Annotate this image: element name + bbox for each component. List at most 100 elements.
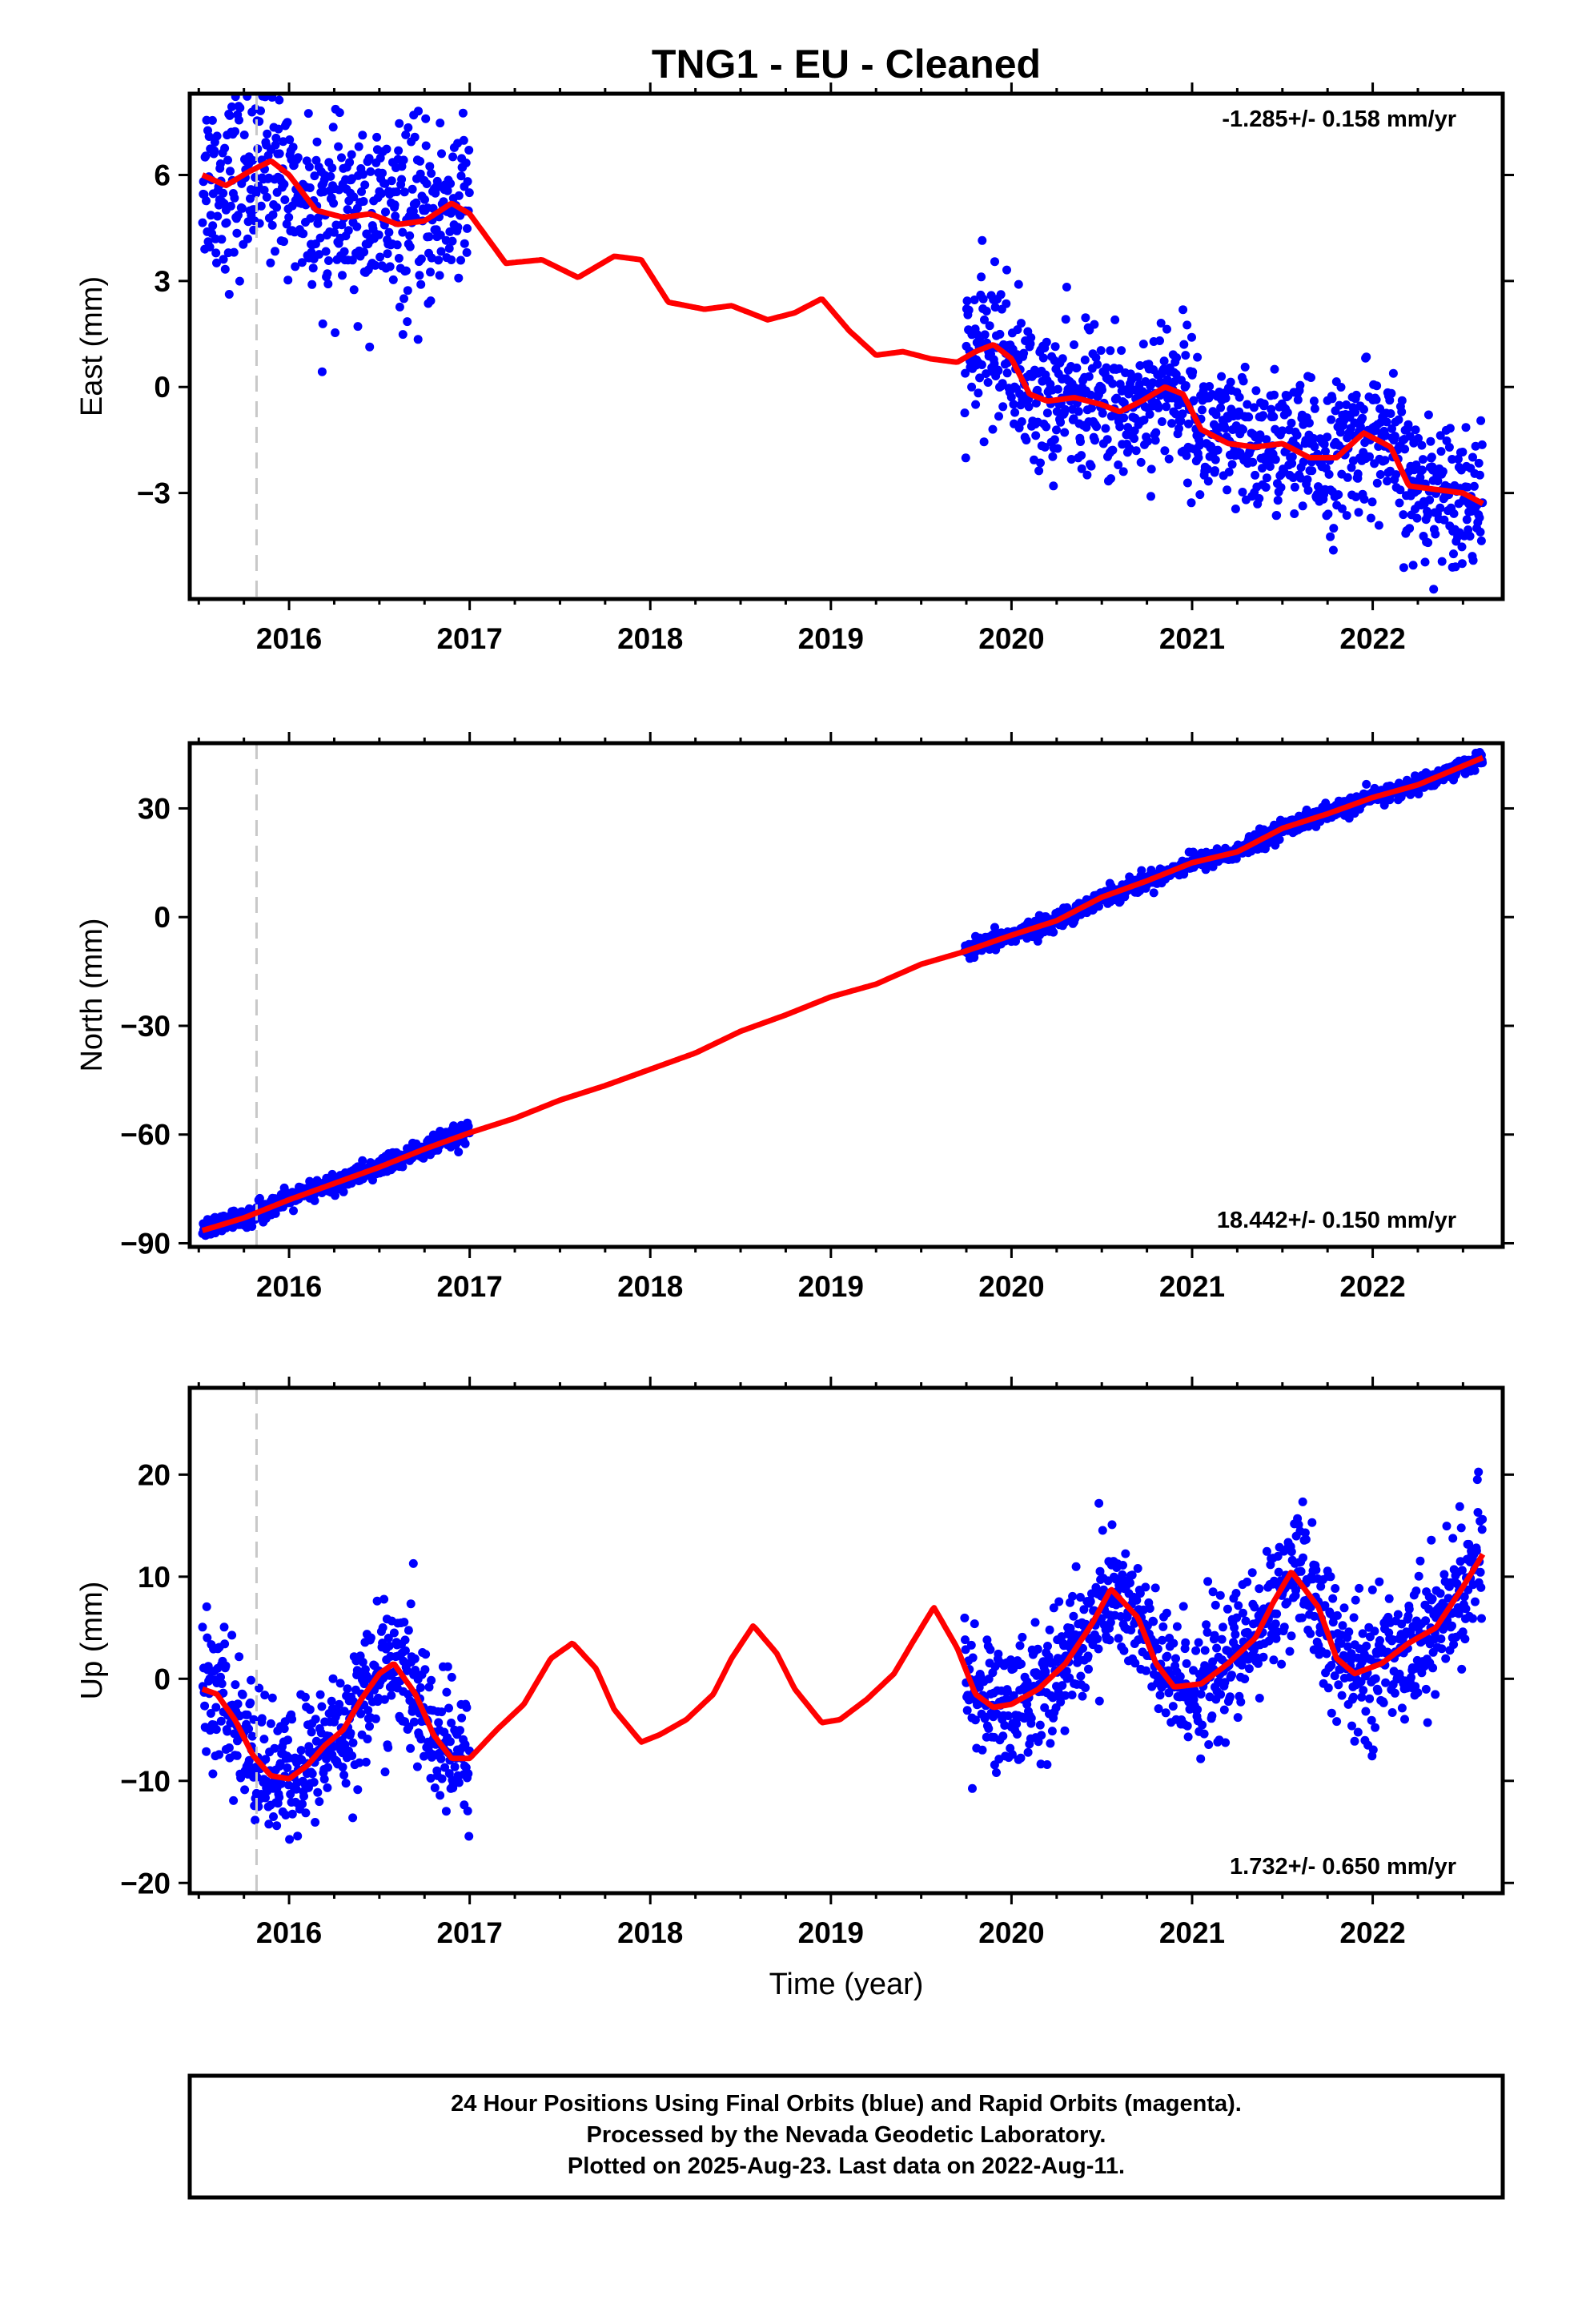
- observation-point: [327, 163, 337, 173]
- observation-point: [1270, 390, 1279, 400]
- observation-point: [1383, 476, 1392, 486]
- observation-point: [463, 1806, 472, 1815]
- observation-point: [1367, 497, 1377, 507]
- observation-point: [1327, 1708, 1336, 1718]
- observation-point: [331, 1191, 339, 1200]
- observation-point: [979, 437, 989, 447]
- observation-point: [1074, 407, 1083, 416]
- observation-point: [1098, 1526, 1107, 1535]
- observation-point: [1301, 1534, 1311, 1544]
- observation-point: [1198, 405, 1207, 415]
- observation-point: [1427, 1535, 1436, 1545]
- observation-point: [298, 1799, 307, 1809]
- x-tick-label: 2017: [436, 1270, 502, 1303]
- observation-point: [463, 177, 472, 187]
- observation-point: [317, 1702, 327, 1711]
- observation-point: [1457, 542, 1467, 552]
- observation-point: [1265, 462, 1275, 471]
- observation-point: [978, 1745, 987, 1755]
- observation-point: [1217, 1634, 1227, 1644]
- observation-point: [1182, 478, 1192, 488]
- observation-point: [1259, 399, 1269, 408]
- observation-point: [1423, 1718, 1432, 1727]
- x-tick-label: 2022: [1339, 622, 1405, 655]
- observation-point: [283, 1735, 292, 1745]
- observation-point: [1353, 1727, 1363, 1737]
- observation-point: [1285, 1647, 1295, 1656]
- observation-point: [1015, 1641, 1025, 1651]
- observation-point: [1178, 409, 1187, 419]
- observation-point: [1169, 1638, 1178, 1648]
- observation-point: [1476, 527, 1485, 537]
- observation-point: [1154, 403, 1163, 412]
- observation-point: [1198, 1720, 1207, 1730]
- observation-point: [349, 285, 359, 295]
- observation-point: [1146, 464, 1156, 474]
- observation-point: [1251, 386, 1261, 396]
- observation-point: [1351, 1595, 1360, 1605]
- observation-point: [1133, 372, 1142, 382]
- observation-point: [400, 294, 408, 304]
- observation-point: [1322, 1649, 1331, 1659]
- observation-point: [1433, 476, 1443, 486]
- observation-point: [219, 1622, 229, 1632]
- observation-point: [1355, 1583, 1364, 1593]
- observation-point: [1081, 1683, 1090, 1692]
- observation-point: [235, 276, 244, 286]
- observation-point: [343, 226, 353, 235]
- observation-point: [1323, 509, 1333, 519]
- observation-point: [1477, 440, 1487, 449]
- observation-point: [1431, 1690, 1440, 1699]
- observation-point: [271, 247, 279, 256]
- observation-point: [372, 132, 382, 142]
- observation-point: [1381, 1678, 1391, 1687]
- observation-point: [335, 1679, 345, 1688]
- observation-point: [266, 1719, 275, 1728]
- observation-point: [1047, 1727, 1057, 1736]
- observation-point: [1195, 440, 1204, 450]
- observation-point: [1269, 412, 1279, 421]
- observation-point: [359, 170, 367, 179]
- observation-point: [315, 250, 324, 259]
- observation-point: [353, 1785, 363, 1795]
- observation-point: [1474, 1467, 1484, 1477]
- observation-point: [1418, 465, 1427, 475]
- observation-point: [1390, 432, 1399, 441]
- observation-point: [251, 1815, 260, 1825]
- observation-point: [1076, 1671, 1086, 1681]
- observation-point: [1321, 447, 1330, 456]
- observation-point: [1060, 1726, 1070, 1735]
- observation-point: [1271, 1619, 1280, 1629]
- observation-point: [384, 227, 394, 237]
- observation-point: [1441, 1654, 1451, 1663]
- observation-point: [1026, 1714, 1036, 1723]
- observation-point: [1349, 1613, 1359, 1622]
- observation-point: [1118, 1561, 1127, 1570]
- observation-point: [1373, 1686, 1383, 1695]
- observation-point: [283, 118, 292, 127]
- observation-point: [378, 168, 387, 178]
- observation-point: [1041, 1667, 1050, 1676]
- observation-point: [264, 1819, 274, 1829]
- observation-point: [998, 1731, 1008, 1741]
- observation-point: [1049, 481, 1058, 491]
- observation-point: [978, 294, 988, 304]
- observation-point: [998, 402, 1008, 412]
- observation-point: [204, 132, 214, 141]
- observation-point: [1351, 493, 1361, 501]
- observation-point: [1414, 433, 1423, 443]
- observation-point: [1223, 485, 1232, 495]
- observation-point: [1092, 422, 1102, 432]
- observation-point: [1306, 1629, 1315, 1638]
- observation-point: [1362, 1641, 1371, 1651]
- observation-point: [1070, 340, 1078, 349]
- observation-point: [1087, 404, 1096, 412]
- observation-point: [1013, 1730, 1022, 1739]
- x-tick-label: 2019: [798, 1270, 864, 1303]
- observation-point: [1042, 422, 1051, 432]
- observation-point: [1014, 279, 1023, 289]
- observation-point: [1339, 1603, 1349, 1613]
- observation-point: [380, 1767, 390, 1777]
- observation-point: [220, 264, 230, 274]
- observation-point: [1061, 404, 1070, 414]
